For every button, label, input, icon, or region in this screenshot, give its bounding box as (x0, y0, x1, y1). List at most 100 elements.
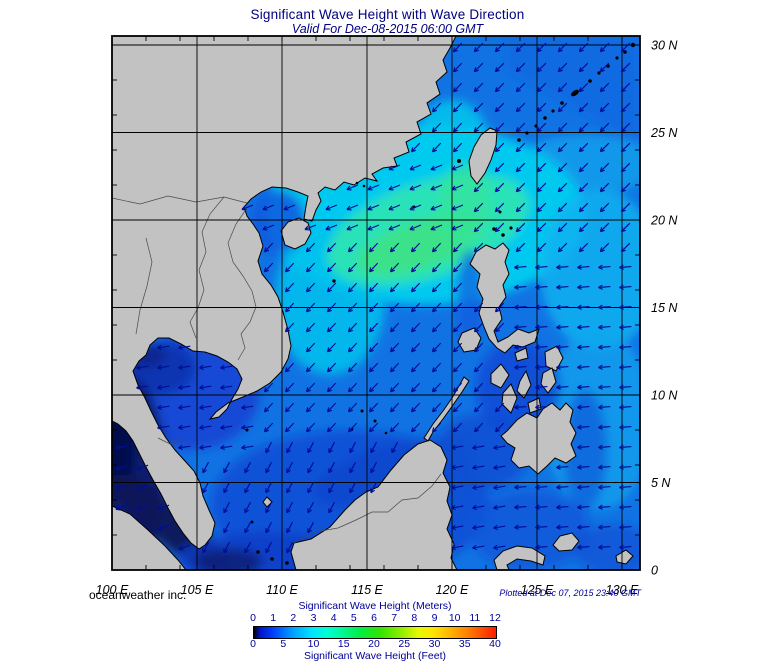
wave-arrow (619, 464, 632, 470)
lon-label: 110 E (266, 583, 298, 597)
wave-arrow (473, 62, 484, 73)
wave-arrow (515, 102, 526, 113)
wave-arrow (515, 222, 526, 233)
meters-tick-label: 5 (350, 612, 357, 624)
wave-arrow (451, 524, 464, 531)
wave-arrow (368, 422, 379, 433)
wave-arrow (557, 82, 568, 93)
lat-label: 5 N (651, 476, 671, 490)
lon-label: 120 E (436, 583, 469, 597)
wave-arrow (619, 404, 632, 410)
wave-arrow (305, 282, 316, 293)
wave-arrow (349, 441, 357, 454)
wave-arrow (473, 82, 484, 93)
legend-feet-ticks: 0 5 10 15 20 25 30 35 40 (250, 638, 501, 650)
land-cebu (516, 369, 532, 399)
wave-arrow (578, 42, 589, 53)
wave-arrow (347, 422, 358, 433)
wave-arrow (556, 264, 569, 270)
wave-arrow (599, 42, 610, 53)
wave-arrow (305, 242, 316, 253)
wave-arrow (514, 524, 527, 530)
wave-arrow (409, 204, 422, 211)
wave-arrow (473, 342, 484, 353)
wave-arrow (619, 264, 632, 270)
wave-direction-arrows (115, 42, 632, 554)
wave-arrow (431, 422, 442, 433)
wave-arrow (220, 384, 233, 390)
wave-arrow (305, 402, 316, 413)
wave-arrow (431, 362, 442, 373)
wave-arrow (493, 544, 506, 551)
wave-arrow (514, 404, 527, 410)
wave-arrow (325, 224, 338, 231)
wave-arrow (346, 224, 359, 231)
wave-arrow (514, 344, 527, 350)
wave-arrow (388, 204, 401, 211)
wave-arrow (305, 382, 316, 393)
wave-arrow (452, 402, 463, 413)
wave-arrow (265, 461, 273, 474)
wave-arrow (599, 82, 610, 93)
wave-arrow (620, 102, 631, 113)
land-sulawesi (493, 545, 546, 570)
wave-arrow (262, 224, 275, 231)
meters-tick-label: 4 (330, 612, 337, 624)
wave-arrow (599, 222, 610, 233)
wave-arrow (347, 302, 358, 313)
land-china-indochina-malaya (112, 36, 457, 550)
wave-arrow (599, 122, 610, 133)
wave-arrow (178, 444, 191, 450)
wave-arrow (347, 262, 358, 273)
wave-arrow (328, 501, 336, 514)
wave-arrow (556, 344, 569, 350)
wave-arrow (178, 404, 191, 410)
wave-arrow (430, 204, 443, 211)
wave-arrow (368, 242, 379, 253)
wave-arrow (451, 184, 464, 191)
wave-arrow (326, 342, 337, 353)
wave-arrow (199, 364, 212, 370)
wave-arrow (286, 461, 294, 474)
wave-arrow (598, 464, 611, 470)
wave-arrow (452, 422, 463, 433)
wave-arrow (578, 142, 589, 153)
wave-arrow (535, 384, 548, 390)
wave-arrow (472, 444, 485, 451)
wave-arrow (157, 364, 170, 370)
wave-arrow (451, 164, 464, 171)
wave-arrow (326, 282, 337, 293)
wave-arrow (494, 402, 505, 413)
wave-arrow (577, 264, 590, 270)
wave-arrow (493, 504, 506, 511)
wave-arrow (494, 222, 505, 233)
wave-arrow (577, 484, 590, 490)
wave-arrow (305, 342, 316, 353)
wave-arrow (347, 282, 358, 293)
wave-arrow (307, 481, 315, 494)
wave-arrow (244, 481, 252, 494)
wave-arrow (619, 384, 632, 390)
wave-arrow (115, 484, 128, 491)
lat-label: 10 N (651, 389, 678, 403)
lat-label: 0 (651, 564, 658, 578)
wave-arrow (556, 324, 569, 330)
wave-arrow (556, 504, 569, 510)
wave-arrow (368, 402, 379, 413)
wave-arrow (599, 62, 610, 73)
wave-arrow (305, 262, 316, 273)
plotted-timestamp: Plotted at Dec 07, 2015 23:40 GMT (499, 588, 641, 598)
wave-arrow (199, 404, 212, 410)
wave-arrow (515, 142, 526, 153)
wave-arrow (619, 484, 632, 490)
wave-arrow (473, 242, 484, 253)
land-luzon (469, 242, 540, 354)
wave-arrow (473, 402, 484, 413)
wave-arrow (410, 282, 421, 293)
wave-arrow (619, 524, 632, 530)
wave-arrow (452, 62, 463, 73)
wave-arrow (223, 521, 231, 534)
legend-meters-ticks: 0 1 2 3 4 5 6 7 8 9 10 11 12 (250, 612, 501, 624)
wave-arrow (115, 444, 128, 450)
wave-arrow (620, 202, 631, 213)
